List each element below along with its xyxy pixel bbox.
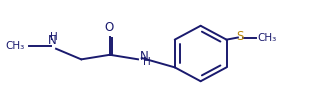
Text: H: H [143,57,151,68]
Text: S: S [236,30,244,43]
Text: H: H [51,32,58,42]
Text: N: N [140,50,149,63]
Text: O: O [104,21,114,34]
Text: CH₃: CH₃ [5,41,24,51]
Text: CH₃: CH₃ [258,33,277,42]
Text: N: N [48,34,57,47]
